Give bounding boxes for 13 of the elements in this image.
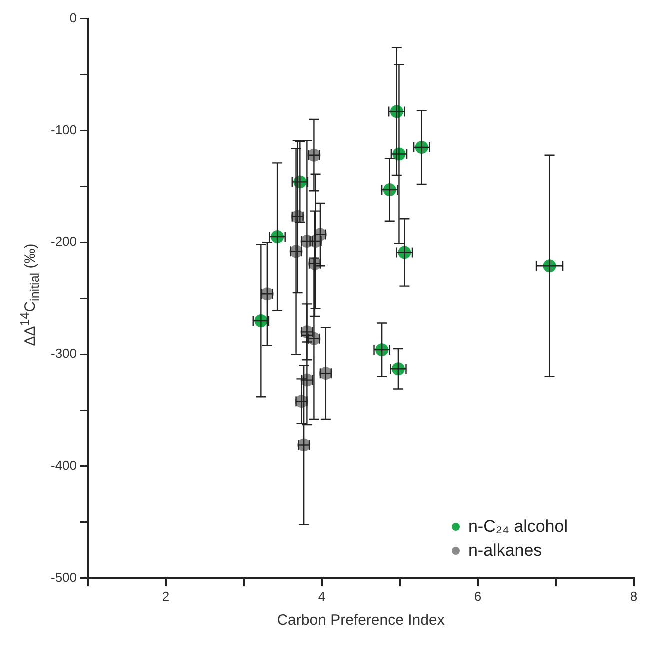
x-tick-label: 8 [630, 588, 638, 604]
y-tick-label: -500 [50, 570, 78, 585]
y-tick-label: -400 [50, 458, 78, 474]
y-tick-label: 0 [70, 10, 78, 26]
y-tick-label: -100 [50, 122, 78, 138]
x-tick-label: 2 [162, 588, 170, 604]
legend-label: n-C₂₄ alcohol [468, 516, 568, 538]
y-tick-label: -200 [50, 234, 78, 250]
legend-label: n-alkanes [468, 540, 542, 562]
x-axis-title: Carbon Preference Index [277, 612, 446, 630]
x-tick-label: 4 [318, 588, 326, 604]
y-tick-label: -300 [50, 346, 78, 362]
x-tick-label: 6 [474, 588, 482, 604]
